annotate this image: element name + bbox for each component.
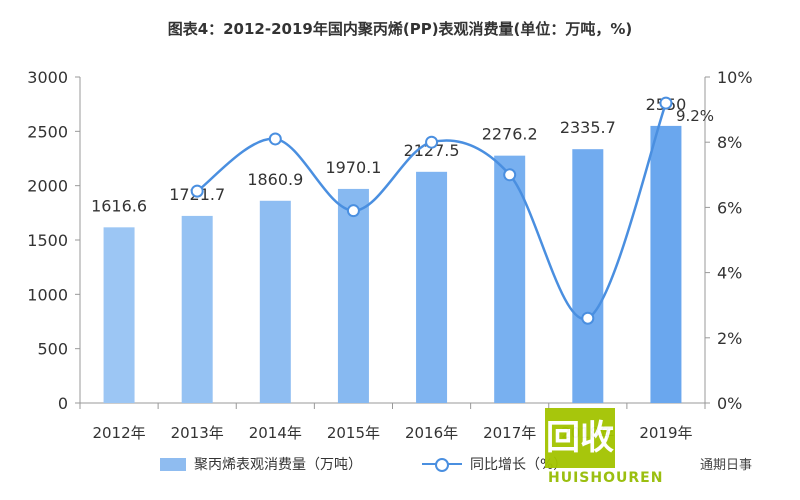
bar-data-label: 2276.2 — [482, 125, 538, 144]
y-left-tick-label: 1000 — [27, 285, 68, 304]
legend-bar-label: 聚丙烯表观消费量（万吨） — [194, 457, 362, 473]
y-left-tick-label: 1500 — [27, 231, 68, 250]
growth-point — [503, 168, 517, 182]
bar — [259, 200, 291, 403]
legend-line-label: 同比增长（%） — [470, 457, 568, 473]
growth-data-label: 9.2% — [676, 107, 714, 125]
bar-data-label: 1860.9 — [247, 170, 303, 189]
y-right-tick-label: 8% — [717, 133, 742, 152]
y-right-tick-label: 10% — [717, 68, 753, 87]
y-right-tick-label: 4% — [717, 264, 742, 283]
x-tick-label: 2013年 — [171, 424, 224, 442]
x-tick-label: 2016年 — [405, 424, 458, 442]
bar — [337, 188, 369, 403]
legend-item-line: 同比增长（%） — [422, 454, 567, 474]
watermark-logo: 回收 — [545, 408, 615, 468]
growth-point — [425, 135, 439, 149]
bar — [494, 155, 526, 403]
y-left-tick-label: 2000 — [27, 177, 68, 196]
watermark-corner-text: 通期日事 — [700, 458, 753, 473]
x-tick-label: 2015年 — [327, 424, 380, 442]
legend-item-bar: 聚丙烯表观消费量（万吨） — [160, 454, 362, 474]
growth-point — [659, 96, 673, 110]
legend-bar-swatch — [160, 457, 186, 471]
bar-data-label: 1970.1 — [325, 158, 381, 177]
x-tick-label: 2012年 — [92, 424, 145, 442]
legend: 聚丙烯表观消费量（万吨） 同比增长（%） — [160, 454, 627, 474]
watermark-brand: HUISHOUREN — [548, 470, 664, 486]
bar-data-label: 2127.5 — [404, 141, 460, 160]
x-tick-label: 2014年 — [249, 424, 302, 442]
bar — [103, 227, 135, 403]
legend-line-swatch — [422, 457, 462, 472]
y-left-tick-label: 500 — [37, 340, 68, 359]
growth-point — [581, 311, 595, 325]
y-right-tick-label: 6% — [717, 198, 742, 217]
x-tick-label: 2019年 — [639, 424, 692, 442]
y-left-tick-label: 2500 — [27, 122, 68, 141]
x-tick-label: 2017年 — [483, 424, 536, 442]
y-left-tick-label: 0 — [58, 394, 68, 413]
bar — [181, 215, 213, 403]
growth-point — [268, 132, 282, 146]
y-right-tick-label: 2% — [717, 329, 742, 348]
y-left-tick-label: 3000 — [27, 68, 68, 87]
bar-data-label: 2335.7 — [560, 118, 616, 137]
growth-point — [346, 204, 360, 218]
chart-title: 图表4：2012-2019年国内聚丙烯(PP)表观消费量(单位：万吨，%) — [167, 20, 633, 38]
bar — [572, 149, 604, 403]
y-right-tick-label: 0% — [717, 394, 742, 413]
bar — [416, 171, 448, 403]
bar-data-label: 1616.6 — [91, 196, 147, 215]
bar — [650, 125, 682, 404]
growth-point — [190, 184, 204, 198]
